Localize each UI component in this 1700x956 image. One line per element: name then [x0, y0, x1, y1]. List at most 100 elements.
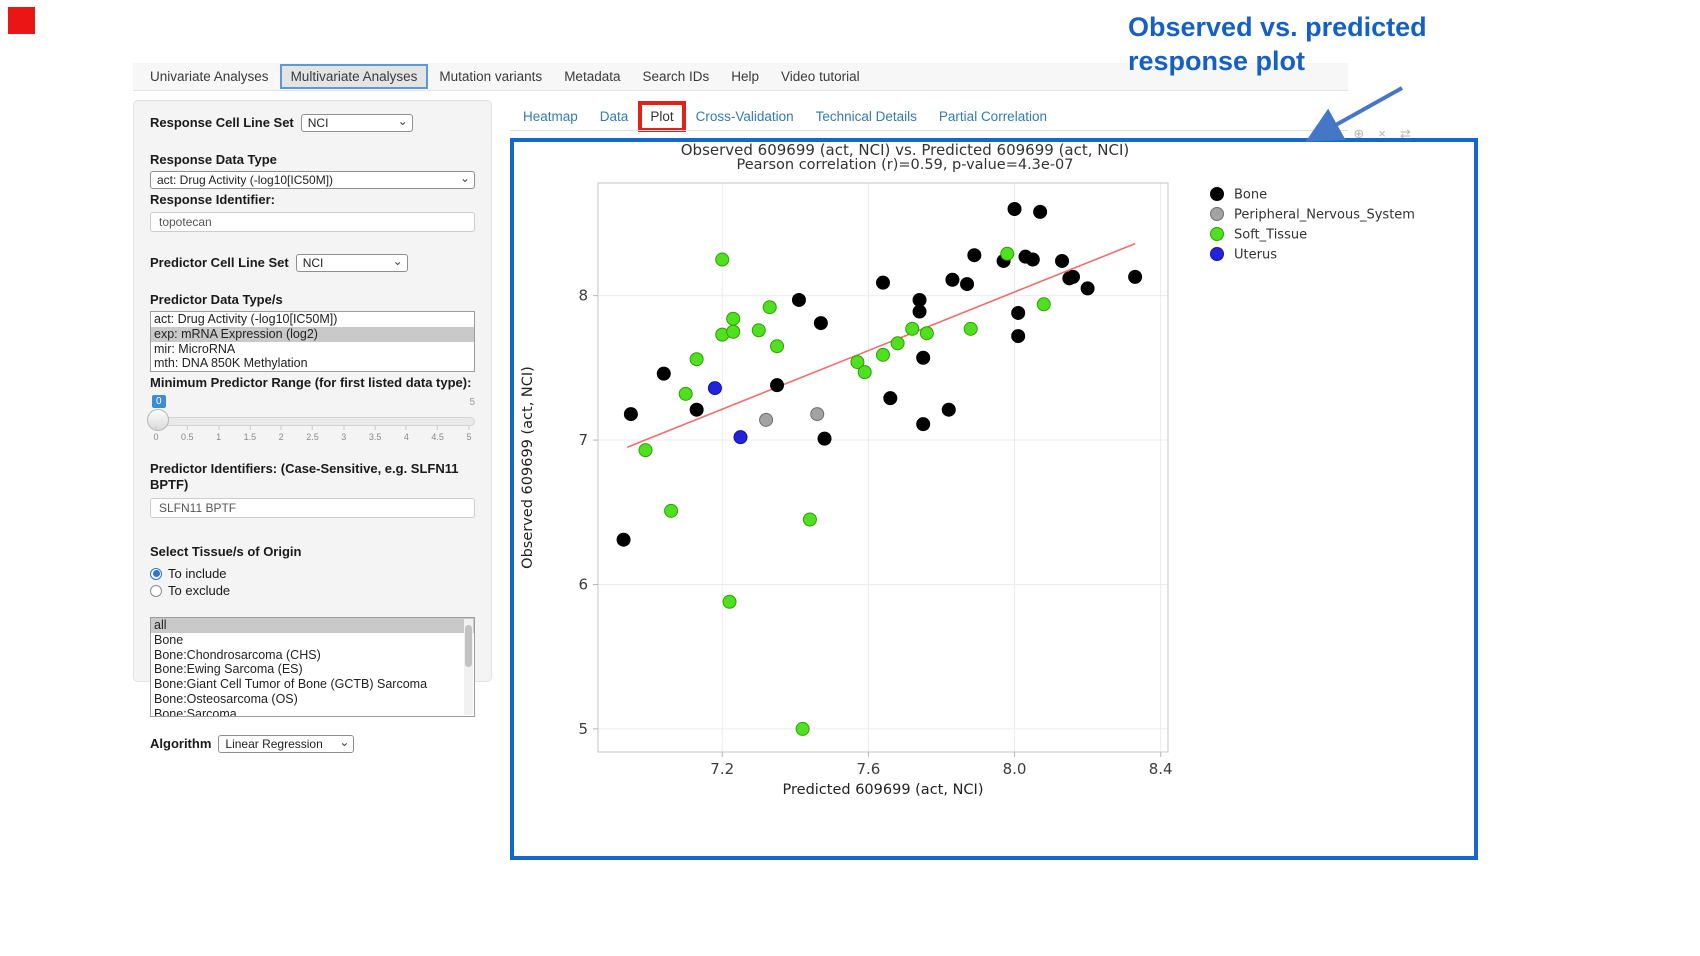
response-identifier-input[interactable]: [150, 212, 475, 232]
data-point-soft-tissue: [689, 352, 704, 367]
tissue-option-bone-chondrosarcoma-chs[interactable]: Bone:Chondrosarcoma (CHS): [154, 647, 321, 662]
data-point-soft-tissue: [1000, 246, 1015, 261]
y-axis-title: Observed 609699 (act, NCI): [520, 366, 536, 569]
legend-swatch-bone[interactable]: [1210, 187, 1224, 201]
data-point-bone: [883, 391, 898, 406]
sidebar-form: Response Cell Line Set NCI ⌄ Response Da…: [133, 100, 492, 753]
data-point-soft-tissue: [726, 311, 741, 326]
tab-partial-correlation[interactable]: Partial Correlation: [938, 108, 1047, 124]
tissue-listbox: all Bone Bone:Chondrosarcoma (CHS) Bone:Ewi…: [150, 617, 475, 717]
data-point-bone: [791, 292, 806, 307]
tissue-option-bone-osteosarcoma-os[interactable]: Bone:Osteosarcoma (OS): [154, 691, 298, 706]
tab-plot[interactable]: Plot: [638, 100, 686, 132]
response-data-type-label: Response Data Type: [150, 152, 277, 167]
y-tick-label: 5: [578, 720, 588, 738]
legend-label-uterus[interactable]: Uterus: [1234, 248, 1277, 263]
y-tick-label: 8: [578, 287, 588, 305]
tissue-option-all[interactable]: all: [151, 618, 474, 633]
radio-to-exclude[interactable]: To exclude: [150, 582, 475, 599]
data-point-bone: [916, 417, 931, 432]
chevron-down-icon: ⌄: [397, 114, 408, 128]
tissue-option-bone-giant-cell-tumor-of-bone-gctb-sarcoma[interactable]: Bone:Giant Cell Tumor of Bone (GCTB) Sar…: [154, 677, 428, 692]
tissue-origin-label: Select Tissue/s of Origin: [150, 544, 302, 559]
algorithm-select[interactable]: Linear Regression ⌄: [218, 735, 355, 753]
data-point-soft-tissue: [722, 594, 737, 609]
data-point-soft-tissue: [905, 321, 920, 336]
predictor-identifiers-input[interactable]: [150, 498, 475, 518]
top-nav-tab-search-ids[interactable]: Search IDs: [642, 69, 710, 84]
data-point-bone: [1011, 305, 1026, 320]
tab-technical-details[interactable]: Technical Details: [815, 108, 917, 124]
predictor-data-types-listbox: act: Drug Activity (-log10[IC50M]) exp: m…: [150, 311, 475, 372]
annotation-line2: response plot: [1128, 46, 1306, 76]
tissue-option-bone[interactable]: Bone: [154, 632, 184, 647]
data-point-bone: [945, 272, 960, 287]
slider-track[interactable]: [150, 417, 475, 426]
radio-to-include-label: To include: [168, 566, 227, 581]
slider-tick-1-5: 1.5: [244, 426, 256, 442]
radio-to-include[interactable]: To include: [150, 565, 475, 582]
response-data-type-select[interactable]: act: Drug Activity (-log10[IC50M]) ⌄: [150, 171, 475, 189]
red-marker-square: [8, 7, 35, 34]
scatter-plot[interactable]: 5 6 7 8 7.2 7.6 8.0 8.4 Observed 609699 (act, NC…: [520, 140, 1465, 805]
data-point-bone: [1025, 252, 1040, 267]
data-point-bone: [967, 248, 982, 263]
top-nav-tab-mutation-variants[interactable]: Mutation variants: [439, 69, 543, 84]
tab-cross-validation[interactable]: Cross-Validation: [695, 108, 794, 124]
data-point-soft-tissue: [770, 339, 785, 354]
legend-label-bone[interactable]: Bone: [1234, 188, 1267, 203]
zoom-icon[interactable]: ⊕: [1353, 126, 1365, 141]
tab-data[interactable]: Data: [599, 108, 629, 124]
data-point-soft-tissue: [795, 721, 810, 736]
legend-label-soft-tissue[interactable]: Soft_Tissue: [1234, 228, 1307, 243]
slider-handle[interactable]: [147, 409, 169, 431]
data-point-soft-tissue: [890, 336, 905, 351]
slider-tick-2-5: 2.5: [306, 426, 319, 442]
top-nav-tab-metadata[interactable]: Metadata: [564, 69, 621, 84]
response-identifier-label: Response Identifier:: [150, 192, 275, 207]
plot-panel: [598, 183, 1168, 752]
response-cell-line-set-label: Response Cell Line Set: [150, 115, 294, 130]
predictor-identifiers-label: Predictor Identifiers: (Case-Sensitive, …: [150, 461, 459, 492]
top-nav-tab-help[interactable]: Help: [731, 69, 760, 84]
predictor-type-option-exp-mrna-expression-log2[interactable]: exp: mRNA Expression (log2): [151, 326, 474, 342]
plot-panel-border: [597, 182, 1169, 753]
predictor-cell-line-set-select[interactable]: NCI ⌄: [295, 254, 408, 272]
predictor-cell-line-set-label: Predictor Cell Line Set: [150, 255, 289, 270]
data-point-bone: [1033, 204, 1048, 219]
slider-tick-3: 3: [341, 426, 346, 442]
scrollbar[interactable]: [464, 619, 473, 715]
top-nav-tab-univariate-analyses[interactable]: Univariate Analyses: [150, 69, 269, 84]
slider-tick-0-5: 0.5: [181, 426, 194, 442]
predictor-type-option-mth-dna-850k-methylation[interactable]: mth: DNA 850K Methylation: [154, 356, 308, 371]
radio-button-icon: [150, 584, 162, 597]
response-cell-line-set-value: NCI: [307, 116, 329, 130]
legend-swatch-soft-tissue[interactable]: [1210, 227, 1224, 241]
slider-tick-4-5: 4.5: [431, 426, 444, 442]
top-nav-tab-multivariate-analyses[interactable]: Multivariate Analyses: [279, 64, 429, 89]
chevron-down-icon: ⌄: [459, 171, 470, 185]
predictor-type-option-mir-microrna[interactable]: mir: MicroRNA: [154, 341, 236, 356]
slider-tick-0: 0: [153, 426, 159, 442]
top-nav-tab-video-tutorial[interactable]: Video tutorial: [781, 69, 860, 84]
scrollbar-thumb[interactable]: [465, 625, 472, 667]
x-tick-label: 8.0: [1003, 760, 1027, 778]
data-point-bone: [1128, 269, 1143, 284]
response-cell-line-set-select[interactable]: NCI ⌄: [300, 114, 413, 132]
tabs-underline: [510, 130, 1348, 131]
tissue-option-bone-ewing-sarcoma-es[interactable]: Bone:Ewing Sarcoma (ES): [154, 662, 303, 677]
algorithm-value: Linear Regression: [225, 737, 323, 751]
legend-label-peripheral-nervous-system[interactable]: Peripheral_Nervous_System: [1234, 208, 1415, 223]
autoscale-icon[interactable]: ⇄: [1399, 126, 1411, 141]
close-icon[interactable]: ×: [1378, 126, 1386, 141]
predictor-type-option-act-drug-activity-log10-ic50m[interactable]: act: Drug Activity (-log10[IC50M]): [154, 312, 338, 326]
tissue-option-bone-sarcoma[interactable]: Bone:Sarcoma: [154, 706, 237, 717]
legend-swatch-uterus[interactable]: [1210, 247, 1224, 261]
data-point-soft-tissue: [751, 323, 766, 338]
data-point-bone: [1080, 281, 1095, 296]
tab-heatmap[interactable]: Heatmap: [523, 108, 578, 124]
plot-subtitle: Pearson correlation (r)=0.59, p-value=4.…: [736, 157, 1074, 173]
data-point-soft-tissue: [664, 503, 679, 518]
radio-button-icon: [150, 567, 162, 580]
legend-swatch-peripheral-nervous-system[interactable]: [1210, 207, 1224, 221]
